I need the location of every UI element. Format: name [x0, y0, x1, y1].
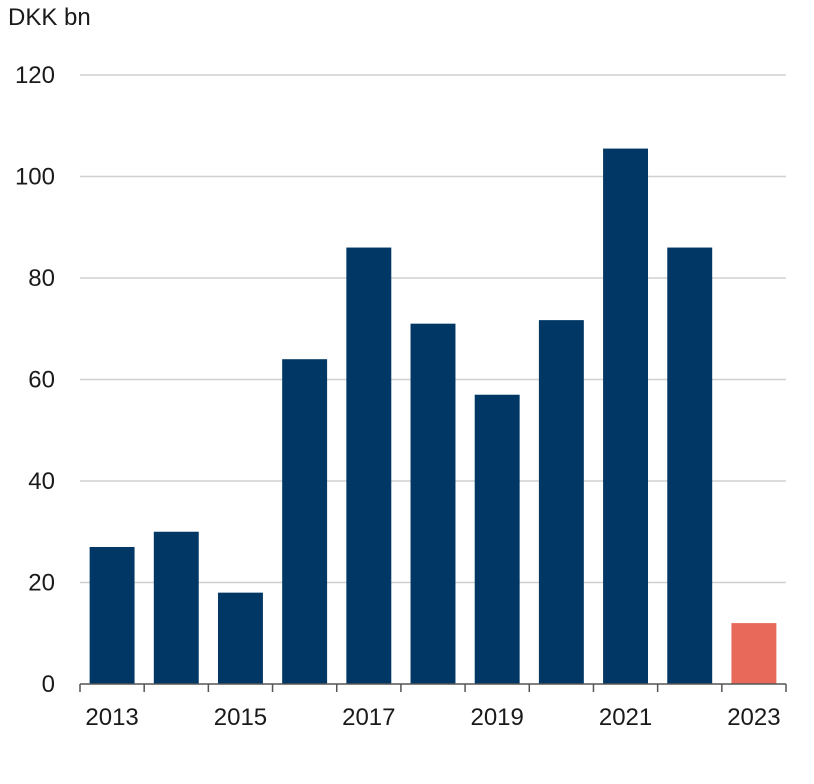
bar-2014	[153, 531, 199, 684]
bar-2015	[217, 592, 263, 684]
bar-2021	[603, 148, 649, 684]
x-axis	[79, 683, 787, 692]
bar-2020	[538, 320, 584, 684]
bars	[89, 148, 777, 685]
x-tick-label: 2013	[85, 704, 138, 731]
x-tick-label: 2019	[470, 704, 523, 731]
x-tick-label: 2021	[599, 704, 652, 731]
x-tick-label: 2017	[342, 704, 395, 731]
y-tick-label: 80	[28, 265, 55, 292]
y-axis-tick-labels: 0 20 40 60 80 100 120	[15, 62, 55, 698]
bar-2013	[89, 546, 135, 684]
x-tick-label: 2023	[727, 704, 780, 731]
bar-2019	[474, 394, 520, 684]
y-tick-label: 0	[42, 671, 55, 698]
y-tick-label: 20	[28, 570, 55, 597]
bar-2022	[667, 247, 713, 685]
x-axis-tick-labels: 2013 2015 2017 2019 2021 2023	[85, 704, 780, 731]
y-tick-label: 60	[28, 367, 55, 394]
bar-2016	[282, 359, 328, 684]
bar-2017	[346, 247, 392, 685]
y-tick-label: 100	[15, 164, 55, 191]
y-axis-unit-label: DKK bn	[8, 4, 91, 31]
y-tick-label: 40	[28, 468, 55, 495]
bar-2023	[731, 623, 777, 684]
x-tick-label: 2015	[214, 704, 267, 731]
y-tick-label: 120	[15, 62, 55, 89]
bar-2018	[410, 323, 456, 684]
